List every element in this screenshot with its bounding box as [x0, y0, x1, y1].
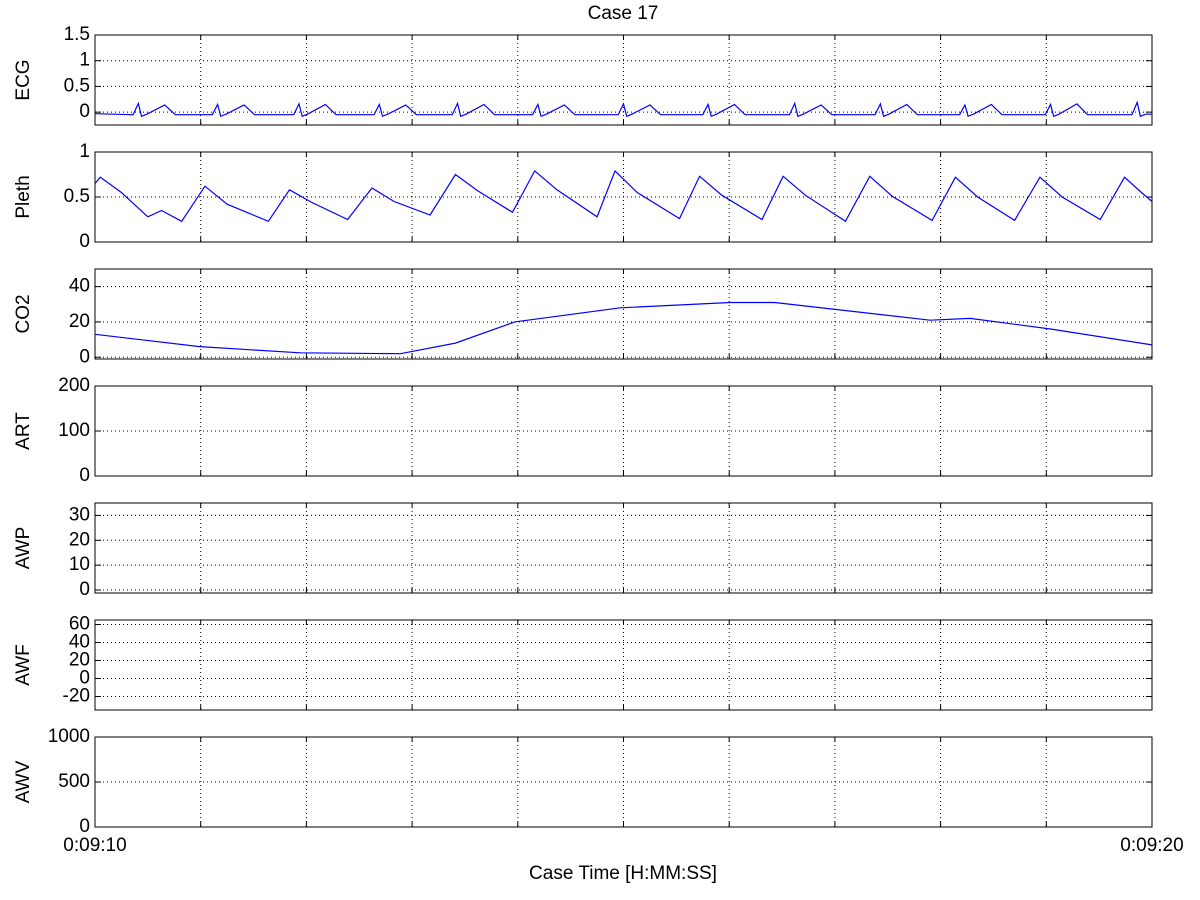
- x-tick-label: 0:09:20: [1120, 835, 1183, 856]
- axes-frame: [94, 34, 1153, 126]
- y-tick-label: 20: [69, 650, 90, 671]
- y-axis-label: ECG: [13, 59, 34, 100]
- y-tick-label: 0.5: [64, 186, 90, 207]
- y-axis-label: AWV: [13, 760, 34, 803]
- y-tick-label: 60: [69, 614, 90, 635]
- y-tick-label: 0: [79, 465, 90, 486]
- y-tick-label: -20: [63, 686, 90, 707]
- y-axis-label: CO2: [13, 294, 34, 333]
- y-tick-label: 0: [79, 668, 90, 689]
- trace: [94, 169, 1153, 223]
- y-tick-label: 0: [79, 579, 90, 600]
- axes-frame: [94, 385, 1153, 477]
- y-tick-label: 0: [79, 346, 90, 367]
- axes-frame: [94, 502, 1153, 594]
- y-tick-label: 100: [58, 420, 90, 441]
- axes-frame: [94, 736, 1153, 828]
- y-tick-label: 10: [69, 554, 90, 575]
- y-tick-label: 20: [69, 311, 90, 332]
- axes-frame: [94, 268, 1153, 360]
- axes-frame: [94, 151, 1153, 243]
- y-axis-label: Pleth: [13, 175, 34, 218]
- y-tick-label: 1: [79, 141, 90, 162]
- x-tick-label: 0:09:10: [63, 835, 126, 856]
- y-tick-label: 1.5: [64, 24, 90, 45]
- y-axis-label: AWP: [13, 527, 34, 570]
- x-axis-label: Case Time [H:MM:SS]: [529, 863, 717, 884]
- y-tick-label: 40: [69, 632, 90, 653]
- y-tick-label: 0: [79, 101, 90, 122]
- y-tick-label: 0: [79, 816, 90, 837]
- y-tick-label: 200: [58, 375, 90, 396]
- y-tick-label: 30: [69, 504, 90, 525]
- y-axis-label: ART: [13, 412, 34, 450]
- y-axis-label: AWF: [13, 644, 34, 686]
- y-tick-label: 40: [69, 276, 90, 297]
- y-tick-label: 0.5: [64, 75, 90, 96]
- y-tick-label: 1: [79, 50, 90, 71]
- axes-frame: [94, 619, 1153, 711]
- figure-title: Case 17: [588, 3, 659, 24]
- y-tick-label: 1000: [48, 726, 90, 747]
- y-tick-label: 0: [79, 231, 90, 252]
- y-tick-label: 500: [58, 771, 90, 792]
- trace: [94, 100, 1152, 118]
- trace: [94, 301, 1153, 355]
- y-tick-label: 20: [69, 529, 90, 550]
